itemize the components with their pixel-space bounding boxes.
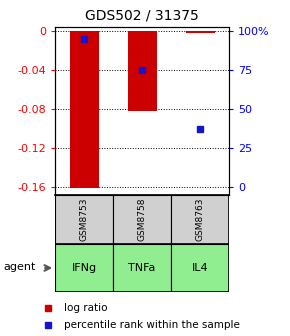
Text: IL4: IL4 [192,263,209,273]
FancyBboxPatch shape [55,244,113,292]
FancyBboxPatch shape [113,195,171,244]
Text: TNFa: TNFa [128,263,156,273]
Bar [186,31,215,33]
Bar [70,31,99,188]
Text: agent: agent [3,262,35,272]
Text: IFNg: IFNg [72,263,97,273]
Text: log ratio: log ratio [64,303,108,313]
Text: GSM8763: GSM8763 [195,198,205,241]
FancyBboxPatch shape [55,195,113,244]
Text: percentile rank within the sample: percentile rank within the sample [64,320,240,330]
Text: GSM8753: GSM8753 [79,198,89,241]
Text: GSM8758: GSM8758 [137,198,147,241]
FancyBboxPatch shape [113,244,171,292]
Title: GDS502 / 31375: GDS502 / 31375 [85,9,199,23]
Bar [128,31,157,111]
FancyBboxPatch shape [171,195,229,244]
FancyBboxPatch shape [171,244,229,292]
